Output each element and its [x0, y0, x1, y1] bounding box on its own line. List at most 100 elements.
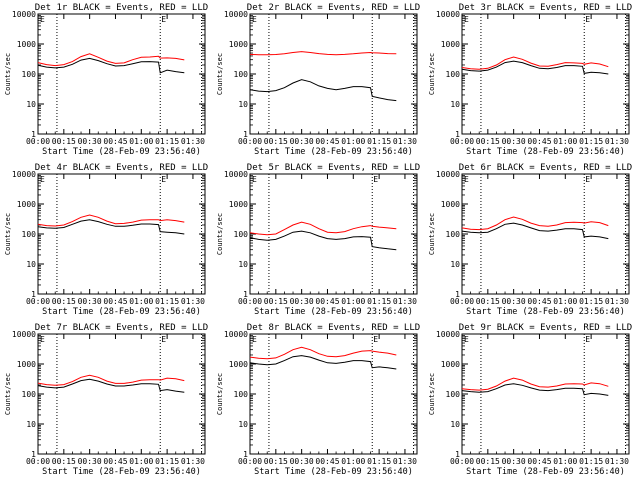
y-tick-label: 1000 — [229, 200, 248, 209]
x-tick-label: 00:45 — [527, 137, 551, 146]
detector-panel-1: Det 1r BLACK = Events, RED = LLD 1 10 100 10… — [4, 3, 208, 157]
y-tick-label: 1 — [31, 290, 36, 299]
events-series-line — [249, 355, 397, 370]
panel-title: Det 9r BLACK = Events, RED = LLD — [459, 323, 632, 333]
y-tick-label: 10000 — [224, 170, 248, 179]
y-tick-label: 100 — [234, 390, 249, 399]
x-tick-label: 01:15 — [367, 457, 391, 466]
x-tick-label: 01:30 — [605, 137, 629, 146]
plot-frame — [37, 333, 206, 455]
x-tick-label: 00:45 — [103, 457, 127, 466]
plot-frame — [461, 173, 630, 295]
time-marker-label: E — [161, 15, 166, 24]
y-tick-label: 100 — [446, 390, 461, 399]
corner-marker-label: E — [252, 175, 257, 184]
y-tick-label: 1000 — [17, 200, 36, 209]
detector-panel-6: Det 6r BLACK = Events, RED = LLD 1 10 100 10… — [428, 163, 632, 317]
lld-series-line — [249, 221, 397, 236]
y-tick-label: 1 — [31, 130, 36, 139]
y-tick-label: 10 — [26, 100, 36, 109]
lld-series-line — [461, 377, 609, 391]
events-series-line — [461, 383, 609, 396]
y-tick-label: 1 — [455, 130, 460, 139]
x-axis-label: Start Time (28-Feb-09 23:56:40) — [466, 307, 625, 317]
y-tick-label: 1000 — [441, 360, 460, 369]
detector-panel-7: Det 7r BLACK = Events, RED = LLD 1 10 100 10… — [4, 323, 208, 477]
time-marker-label: E — [585, 175, 590, 184]
corner-marker-label: E — [252, 15, 257, 24]
x-tick-label: 01:30 — [393, 457, 417, 466]
x-tick-label: 00:45 — [103, 137, 127, 146]
corner-marker-label: E — [464, 15, 469, 24]
x-tick-label: 01:00 — [129, 297, 153, 306]
y-axis-label: Counts/sec — [216, 373, 224, 415]
x-tick-label: 00:00 — [450, 457, 474, 466]
time-marker-label: E — [161, 335, 166, 344]
x-tick-label: 01:00 — [553, 457, 577, 466]
y-tick-label: 100 — [446, 70, 461, 79]
x-axis-label: Start Time (28-Feb-09 23:56:40) — [254, 147, 413, 157]
x-tick-label: 00:15 — [52, 137, 76, 146]
x-tick-label: 00:30 — [78, 457, 102, 466]
y-tick-label: 1 — [31, 450, 36, 459]
corner-marker-label: E — [40, 175, 45, 184]
y-tick-label: 100 — [234, 70, 249, 79]
x-axis-label: Start Time (28-Feb-09 23:56:40) — [42, 307, 201, 317]
y-axis-label: Counts/sec — [428, 213, 436, 255]
panel-title: Det 4r BLACK = Events, RED = LLD — [35, 163, 208, 173]
lld-series-line — [37, 53, 185, 67]
x-tick-label: 00:30 — [502, 457, 526, 466]
x-tick-label: 00:30 — [78, 297, 102, 306]
detector-panel-2: Det 2r BLACK = Events, RED = LLD 1 10 100 10… — [216, 3, 420, 157]
x-tick-label: 00:15 — [476, 137, 500, 146]
y-axis-label: Counts/sec — [428, 53, 436, 95]
x-tick-label: 00:00 — [450, 297, 474, 306]
time-marker-label: E — [585, 15, 590, 24]
y-tick-label: 1 — [455, 450, 460, 459]
y-tick-label: 100 — [22, 70, 37, 79]
time-marker-label: E — [373, 175, 378, 184]
x-axis-label: Start Time (28-Feb-09 23:56:40) — [42, 147, 201, 157]
x-tick-label: 00:30 — [78, 137, 102, 146]
x-tick-label: 00:15 — [52, 297, 76, 306]
x-tick-label: 01:15 — [579, 457, 603, 466]
y-tick-label: 1 — [243, 130, 248, 139]
y-tick-label: 10000 — [224, 330, 248, 339]
y-tick-label: 1000 — [17, 40, 36, 49]
y-tick-label: 10 — [238, 100, 248, 109]
panel-title: Det 1r BLACK = Events, RED = LLD — [35, 3, 208, 13]
y-tick-label: 10 — [26, 260, 36, 269]
x-axis-label: Start Time (28-Feb-09 23:56:40) — [254, 307, 413, 317]
y-axis-label: Counts/sec — [4, 373, 12, 415]
panel-title: Det 5r BLACK = Events, RED = LLD — [247, 163, 420, 173]
x-tick-label: 01:15 — [155, 137, 179, 146]
x-axis-label: Start Time (28-Feb-09 23:56:40) — [254, 467, 413, 477]
x-tick-label: 00:45 — [527, 297, 551, 306]
events-series-line — [249, 79, 397, 102]
x-tick-label: 00:45 — [103, 297, 127, 306]
y-tick-label: 1000 — [17, 360, 36, 369]
x-tick-label: 00:00 — [238, 297, 262, 306]
x-tick-label: 00:15 — [476, 457, 500, 466]
events-series-line — [37, 219, 185, 235]
y-tick-label: 1 — [243, 290, 248, 299]
y-tick-label: 100 — [22, 390, 37, 399]
y-tick-label: 1000 — [441, 200, 460, 209]
y-axis-label: Counts/sec — [4, 213, 12, 255]
time-marker-label: E — [373, 335, 378, 344]
lld-series-line — [249, 51, 397, 56]
x-tick-label: 01:15 — [579, 137, 603, 146]
plot-frame — [37, 173, 206, 295]
y-tick-label: 100 — [446, 230, 461, 239]
detector-panel-4: Det 4r BLACK = Events, RED = LLD 1 10 100 10… — [4, 163, 208, 317]
panel-title: Det 8r BLACK = Events, RED = LLD — [247, 323, 420, 333]
y-tick-label: 10 — [450, 100, 460, 109]
x-tick-label: 01:15 — [155, 457, 179, 466]
plot-frame — [249, 333, 418, 455]
x-tick-label: 00:15 — [264, 297, 288, 306]
plot-frame — [461, 13, 630, 135]
x-tick-label: 01:00 — [341, 297, 365, 306]
x-tick-label: 01:15 — [367, 297, 391, 306]
